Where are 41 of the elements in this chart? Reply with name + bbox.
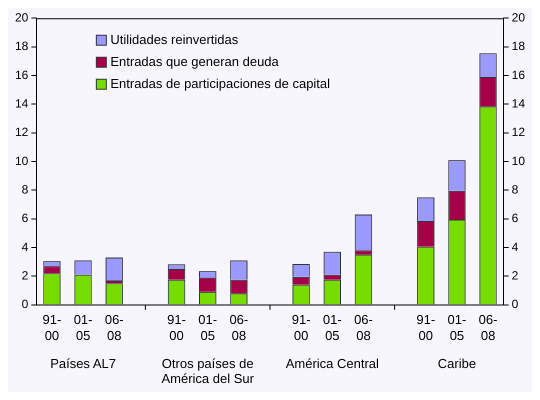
y2-tick-label: 20: [512, 10, 526, 25]
x-tick-label: 91-00: [42, 312, 62, 343]
y-tick-label: 20: [14, 10, 29, 25]
x-tick-label: 91-00: [416, 312, 436, 343]
x-tick-label: 06-08: [229, 312, 248, 343]
y2-tick-label: 4: [512, 240, 519, 254]
text: Caribe: [438, 356, 476, 372]
x-tick-label: 91-00: [292, 312, 311, 343]
x-tick-label: 06-08: [478, 312, 498, 343]
y-tick-label: 6: [22, 211, 29, 226]
x-tick-label: 06-08: [104, 312, 124, 343]
y2-tick-label: 6: [512, 211, 519, 226]
x-tick-label: 01-05: [74, 312, 92, 343]
x-tick-label: 06-08: [354, 312, 373, 343]
y-tick-label: 2: [22, 268, 29, 282]
legend-label: Utilidades reinvertidas: [110, 32, 239, 47]
y2-tick-label: 8: [512, 182, 519, 196]
legend-label: Entradas que generan deuda: [110, 54, 280, 69]
x-tick-label: 91-00: [167, 312, 186, 343]
text: América Central: [286, 356, 380, 372]
x-tick-label: 01-05: [322, 312, 342, 343]
x-tick-label: 01-05: [198, 312, 218, 343]
y-tick-label: 18: [14, 39, 29, 54]
y2-tick-label: 10: [512, 154, 526, 168]
y-tick-label: 8: [22, 182, 29, 196]
y2-tick-label: 12: [512, 125, 526, 140]
y2-tick-label: 14: [512, 96, 526, 110]
text: Países AL7: [50, 356, 116, 372]
x-tick-label: 01-05: [448, 312, 466, 343]
y-tick-label: 0: [22, 297, 29, 312]
y-tick-label: 14: [14, 96, 29, 110]
y-tick-label: 12: [14, 125, 29, 140]
y2-tick-label: 18: [512, 39, 526, 54]
y2-tick-label: 0: [512, 297, 519, 312]
y-tick-label: 16: [14, 68, 29, 82]
y2-tick-label: 16: [512, 68, 526, 82]
y2-tick-label: 2: [512, 268, 519, 282]
text: Otros países de América del Sur: [161, 356, 255, 386]
y-tick-label: 10: [14, 154, 29, 168]
legend-label: Entradas de participaciones de capital: [110, 76, 330, 91]
y-tick-label: 4: [22, 240, 29, 254]
